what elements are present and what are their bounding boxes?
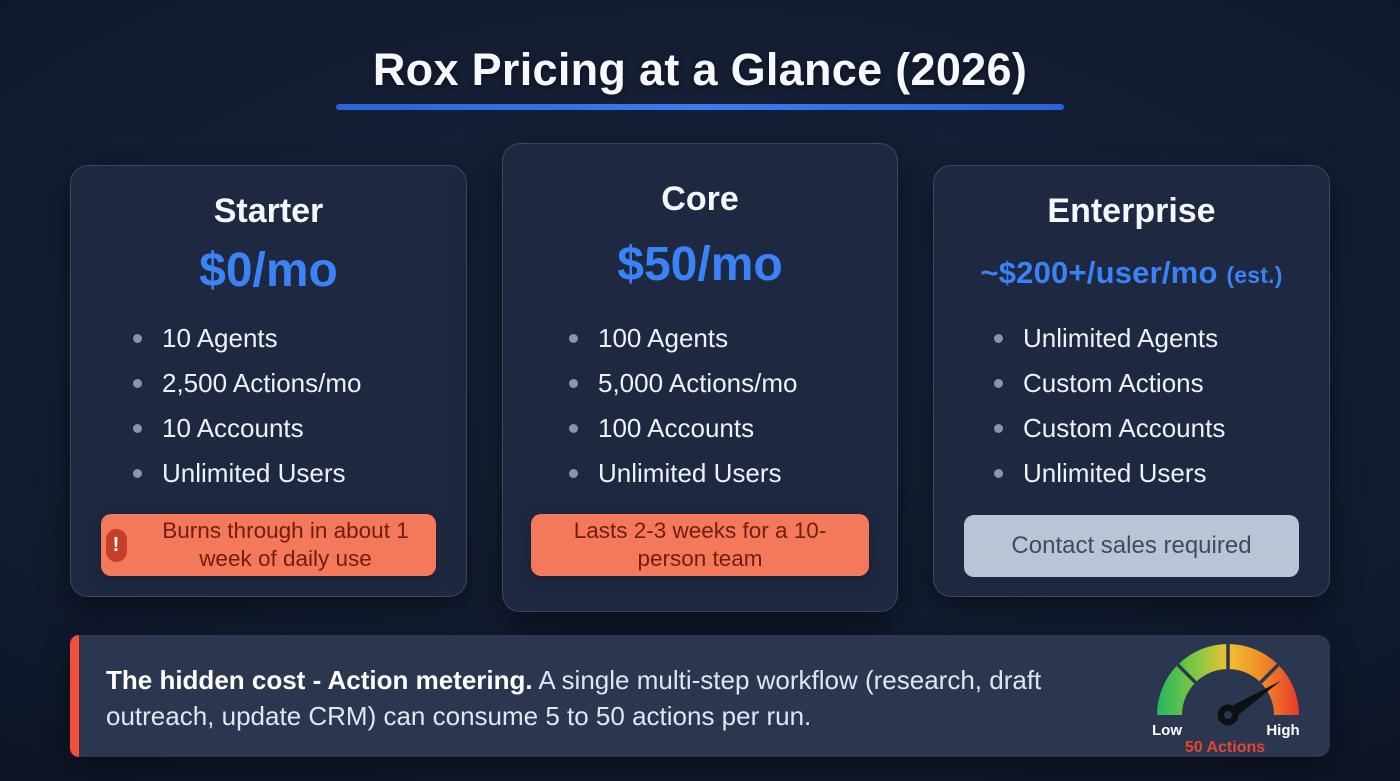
feature-list: 100 Agents 5,000 Actions/mo 100 Accounts… <box>569 316 881 496</box>
pricing-card-enterprise: Enterprise ~$200+/user/mo (est.) Unlimit… <box>933 165 1330 597</box>
feature-label: 10 Accounts <box>162 413 304 443</box>
title-underline <box>336 104 1064 110</box>
feature-item: Unlimited Users <box>994 451 1313 496</box>
feature-label: 5,000 Actions/mo <box>598 368 798 398</box>
warning-banner: Lasts 2-3 weeks for a 10-person team <box>531 514 869 576</box>
plan-price: ~$200+/user/mo (est.) <box>934 255 1329 291</box>
bullet-icon <box>994 334 1003 343</box>
bullet-icon <box>133 379 142 388</box>
feature-label: Unlimited Users <box>162 458 346 488</box>
contact-sales-banner: Contact sales required <box>964 515 1299 577</box>
bullet-icon <box>133 469 142 478</box>
contact-sales-text: Contact sales required <box>1011 532 1252 559</box>
plan-name: Core <box>661 180 739 218</box>
warning-banner: ! Burns through in about 1 week of daily… <box>101 514 436 576</box>
feature-item: 2,500 Actions/mo <box>133 361 450 406</box>
hidden-cost-line2: outreach, update CRM) can consume 5 to 5… <box>106 701 812 731</box>
gauge-arc <box>1157 644 1299 715</box>
feature-item: 100 Accounts <box>569 406 881 451</box>
feature-item: 10 Accounts <box>133 406 450 451</box>
bullet-icon <box>569 424 578 433</box>
feature-item: Custom Accounts <box>994 406 1313 451</box>
plan-price-value: ~$200+/user/mo <box>980 255 1218 290</box>
pricing-card-starter: Starter $0/mo 10 Agents 2,500 Actions/mo… <box>70 165 467 597</box>
plan-price: $0/mo <box>199 244 338 297</box>
bullet-icon <box>994 424 1003 433</box>
feature-item: Unlimited Users <box>569 451 881 496</box>
bullet-icon <box>994 379 1003 388</box>
feature-label: Unlimited Users <box>598 458 782 488</box>
hidden-cost-line1-rest: A single multi-step workflow (research, … <box>532 665 1042 695</box>
bullet-icon <box>994 469 1003 478</box>
gauge-hub-center <box>1224 711 1232 719</box>
page-title: Rox Pricing at a Glance (2026) <box>372 44 1028 95</box>
gauge-high-label: High <box>1266 722 1299 739</box>
exclamation-icon: ! <box>105 528 127 562</box>
bullet-icon <box>569 379 578 388</box>
gauge-value-label: 50 Actions <box>1185 739 1265 755</box>
feature-item: 10 Agents <box>133 316 450 361</box>
feature-item: Unlimited Agents <box>994 316 1313 361</box>
feature-list: Unlimited Agents Custom Actions Custom A… <box>994 316 1313 496</box>
feature-label: Unlimited Users <box>1023 458 1207 488</box>
pricing-card-core: Core $50/mo 100 Agents 5,000 Actions/mo … <box>502 143 898 612</box>
feature-label: Unlimited Agents <box>1023 323 1219 353</box>
feature-label: 100 Accounts <box>598 413 755 443</box>
bullet-icon <box>133 334 142 343</box>
gauge-needle <box>1224 680 1281 721</box>
bullet-icon <box>569 334 578 343</box>
hidden-cost-panel: The hidden cost - Action metering. A sin… <box>70 635 1330 757</box>
gauge-low-label: Low <box>1152 722 1182 739</box>
warning-banner-text: Burns through in about 1 week of daily u… <box>162 518 409 571</box>
feature-label: 2,500 Actions/mo <box>162 368 362 398</box>
feature-item: Unlimited Users <box>133 451 450 496</box>
feature-item: Custom Actions <box>994 361 1313 406</box>
feature-item: 5,000 Actions/mo <box>569 361 881 406</box>
bullet-icon <box>569 469 578 478</box>
hidden-cost-text: The hidden cost - Action metering. A sin… <box>106 662 1041 734</box>
plan-name: Enterprise <box>1047 192 1216 230</box>
accent-bar <box>70 635 79 757</box>
plan-name: Starter <box>213 192 324 230</box>
action-meter-gauge-icon: Low High 50 Actions <box>1152 644 1300 755</box>
feature-item: 100 Agents <box>569 316 881 361</box>
feature-label: 10 Agents <box>162 323 278 353</box>
warning-banner-text: Lasts 2-3 weeks for a 10-person team <box>573 518 827 571</box>
plan-price-suffix: (est.) <box>1226 262 1283 288</box>
plan-price: $50/mo <box>617 238 783 291</box>
feature-label: 100 Agents <box>598 323 729 353</box>
feature-list: 10 Agents 2,500 Actions/mo 10 Accounts U… <box>133 316 450 496</box>
hidden-cost-line1: The hidden cost - Action metering. A sin… <box>106 662 1041 698</box>
feature-label: Custom Accounts <box>1023 413 1226 443</box>
feature-label: Custom Actions <box>1023 368 1204 398</box>
hidden-cost-bold: The hidden cost - Action metering. <box>106 665 533 695</box>
gauge-ticks <box>1176 644 1280 684</box>
bullet-icon <box>133 424 142 433</box>
